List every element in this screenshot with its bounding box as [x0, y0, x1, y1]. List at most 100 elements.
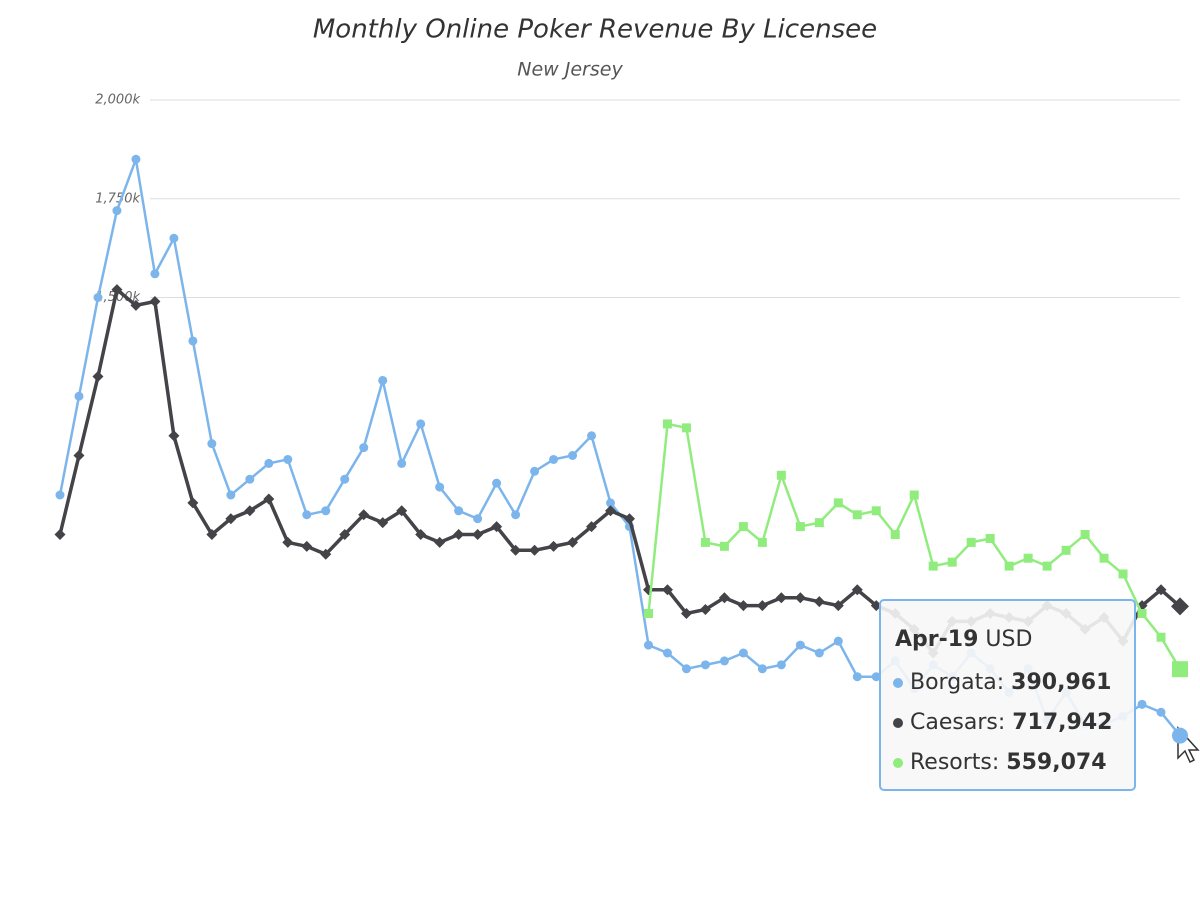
point — [130, 299, 142, 311]
point — [1042, 561, 1052, 571]
point — [719, 541, 729, 551]
point — [168, 430, 180, 442]
point — [92, 371, 104, 382]
point — [187, 497, 199, 509]
point — [756, 600, 768, 612]
point — [643, 640, 653, 650]
point — [1156, 707, 1166, 717]
point — [111, 284, 123, 296]
chart-subtitle: New Jersey — [517, 59, 623, 81]
point — [623, 513, 635, 525]
point — [548, 540, 560, 552]
point — [833, 636, 843, 646]
point — [454, 506, 464, 516]
point — [149, 295, 161, 307]
point — [226, 490, 236, 500]
tooltip-value: 390,961 — [1011, 670, 1111, 695]
point — [378, 375, 388, 385]
tooltip-unit: USD — [985, 627, 1032, 652]
point — [416, 419, 426, 429]
point — [1171, 597, 1189, 616]
point — [1099, 553, 1109, 563]
point — [1156, 632, 1166, 642]
point — [587, 431, 597, 441]
point — [928, 561, 938, 571]
y-tick-label: 1,750k — [95, 191, 140, 206]
point — [1172, 727, 1188, 744]
point — [985, 533, 995, 543]
tooltip-value: 559,074 — [1006, 750, 1106, 775]
point — [245, 474, 255, 484]
point — [738, 522, 748, 532]
point — [737, 600, 749, 612]
point — [606, 498, 616, 508]
point — [358, 509, 370, 521]
y-tick-label: 2,000k — [95, 93, 140, 108]
point — [359, 443, 369, 453]
point — [529, 544, 541, 556]
point — [225, 513, 237, 525]
tooltip: Apr-19 USD Borgata: 390,961 Caesars: 717,9… — [879, 599, 1136, 791]
point — [54, 529, 66, 540]
tooltip-name: Resorts — [910, 750, 992, 775]
point — [549, 454, 559, 464]
point — [1137, 699, 1147, 709]
point — [1118, 569, 1128, 579]
point — [776, 470, 786, 480]
point — [718, 592, 730, 604]
tooltip-row: Resorts: 559,074 — [910, 750, 1107, 775]
point — [73, 450, 85, 461]
tooltip-value: 717,942 — [1012, 710, 1112, 735]
point — [776, 660, 786, 670]
point — [55, 490, 65, 500]
point — [244, 505, 256, 517]
point — [795, 522, 805, 532]
point — [301, 540, 313, 552]
point — [302, 510, 312, 520]
point — [93, 293, 103, 302]
point — [795, 640, 805, 650]
point — [1061, 545, 1071, 555]
point — [605, 505, 617, 517]
point — [890, 530, 900, 539]
point — [662, 419, 672, 429]
tooltip-dot — [893, 678, 903, 688]
point — [320, 548, 332, 560]
point — [453, 529, 465, 540]
tooltip-title: Apr-19 USD — [895, 627, 1032, 652]
point — [491, 521, 503, 533]
point — [1137, 609, 1147, 618]
point — [833, 498, 843, 508]
point — [74, 391, 84, 401]
point — [586, 521, 598, 533]
point — [661, 584, 673, 596]
point — [680, 608, 692, 619]
point — [169, 233, 179, 243]
point — [1080, 530, 1090, 539]
point — [832, 600, 844, 612]
point — [852, 672, 862, 682]
point — [871, 672, 881, 682]
tooltip-date: Apr-19 — [895, 627, 978, 652]
point — [681, 664, 691, 674]
point — [264, 458, 274, 468]
point — [757, 664, 767, 674]
tooltip-dot — [893, 718, 903, 728]
tooltip-row: Caesars: 717,942 — [910, 710, 1112, 735]
point — [775, 592, 787, 604]
point — [188, 336, 198, 346]
point — [397, 458, 407, 468]
point — [321, 506, 331, 516]
point — [207, 439, 217, 449]
point — [472, 529, 484, 540]
point — [1155, 584, 1167, 596]
point — [757, 537, 767, 547]
point — [150, 269, 160, 279]
point — [814, 518, 824, 528]
point — [699, 604, 711, 616]
point — [511, 510, 521, 520]
tooltip-dot — [893, 758, 903, 768]
point — [415, 529, 427, 540]
point — [947, 557, 957, 567]
